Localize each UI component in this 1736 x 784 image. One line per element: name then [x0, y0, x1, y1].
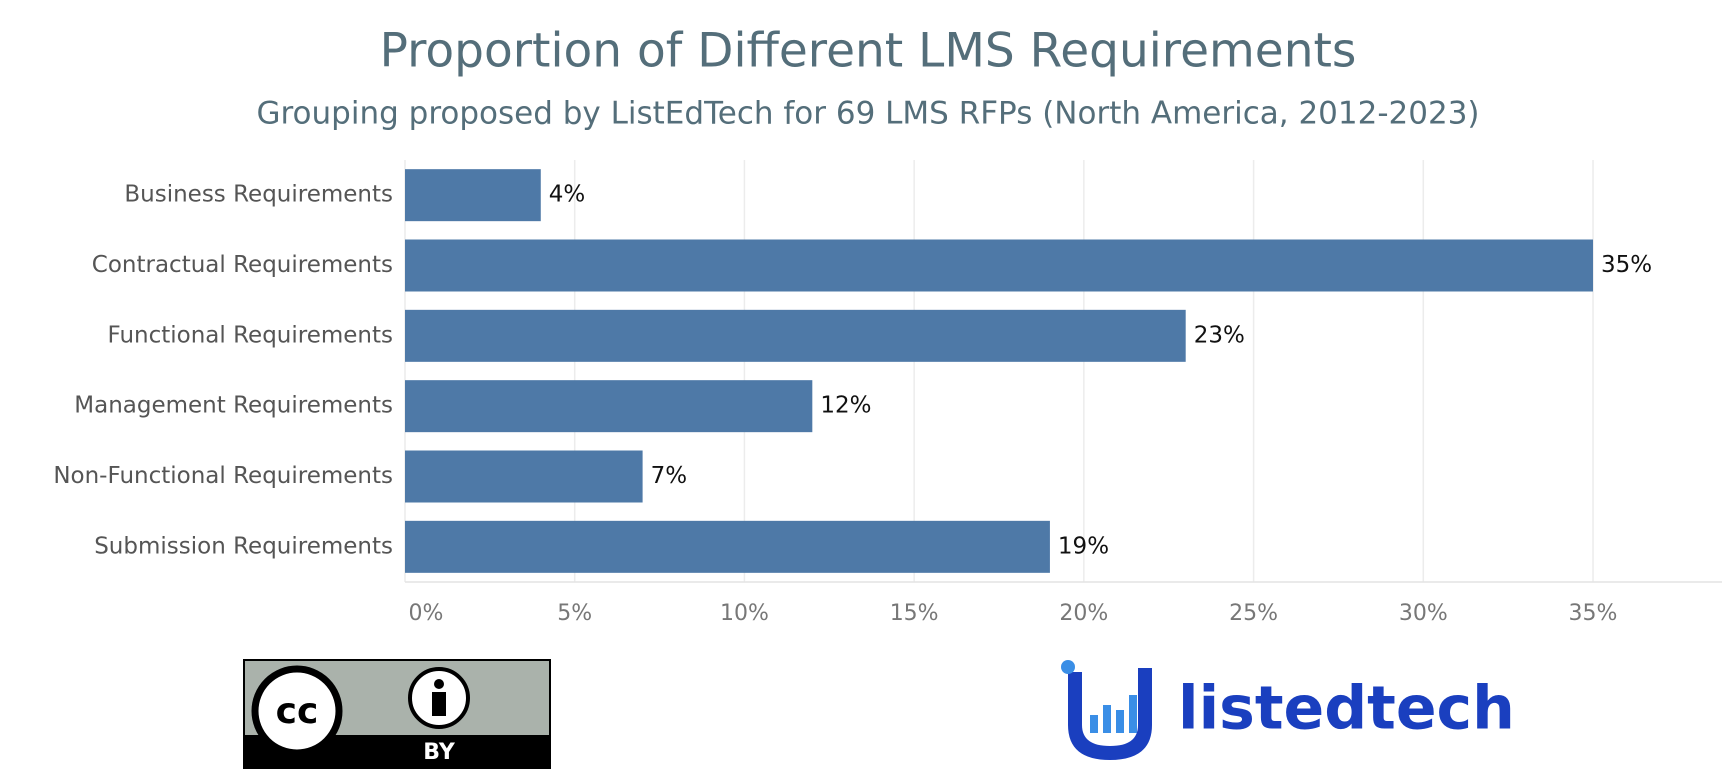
y-tick-label: Functional Requirements — [107, 322, 393, 348]
bar — [405, 239, 1594, 292]
data-label: 12% — [820, 393, 871, 419]
y-tick-label: Non-Functional Requirements — [53, 463, 393, 489]
cc-circle — [251, 665, 343, 757]
bar — [405, 450, 643, 503]
x-tick-label: 30% — [1399, 601, 1448, 626]
x-tick-label: 5% — [557, 601, 592, 626]
bar — [405, 520, 1050, 573]
data-label: 7% — [651, 463, 688, 489]
chart-subtitle: Grouping proposed by ListEdTech for 69 L… — [256, 96, 1479, 132]
x-tick-label: 35% — [1569, 601, 1618, 626]
brand-shield — [1068, 668, 1152, 760]
plot-area: 0% 5% 10% 15% 20% 25% 30% 35% Business Requireme… — [53, 160, 1722, 626]
brand-bar — [1116, 710, 1124, 733]
brand-bar — [1129, 695, 1137, 733]
brand-bar — [1090, 715, 1098, 733]
y-tick-label: Contractual Requirements — [92, 252, 393, 278]
data-label: 19% — [1058, 533, 1109, 559]
brand-text: listedtech — [1178, 674, 1515, 744]
brand-dot — [1061, 660, 1075, 674]
data-label: 35% — [1601, 252, 1652, 278]
y-tick-label: Business Requirements — [124, 182, 393, 208]
data-label: 4% — [549, 182, 586, 208]
license-logo: cc BY — [243, 659, 551, 769]
y-tick-label: Management Requirements — [74, 393, 393, 419]
by-body — [432, 692, 446, 716]
cc-text: cc — [276, 691, 319, 732]
chart-title: Proportion of Different LMS Requirements — [380, 24, 1357, 79]
brand-bar — [1103, 705, 1111, 733]
x-tick-label: 15% — [890, 601, 939, 626]
bar — [405, 169, 541, 222]
data-label: 23% — [1194, 322, 1245, 348]
y-tick-label: Submission Requirements — [94, 533, 393, 559]
bar — [405, 309, 1186, 362]
brand-logo: listedtech — [1061, 660, 1515, 760]
x-tick-label: 10% — [720, 601, 769, 626]
bar — [405, 380, 813, 433]
x-tick-label: 25% — [1229, 601, 1278, 626]
x-tick-label: 0% — [409, 601, 444, 626]
by-head — [434, 679, 444, 689]
x-tick-label: 20% — [1059, 601, 1108, 626]
by-text: BY — [423, 740, 456, 765]
